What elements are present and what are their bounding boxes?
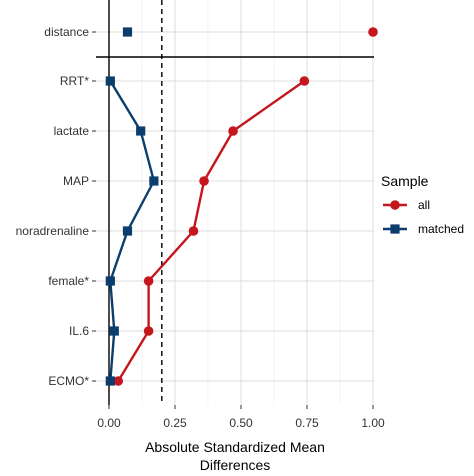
- point-all-MAP: [199, 176, 209, 186]
- legend-label-all: all: [418, 198, 430, 212]
- x-tick-label: 0.25: [163, 416, 187, 430]
- point-matched-lactate: [136, 126, 146, 136]
- x-axis: 0.00 0.25 0.50 0.75 1.00: [97, 405, 385, 430]
- point-all-lactate: [228, 126, 238, 136]
- legend-label-matched: matched: [418, 222, 464, 236]
- legend-item-all: all: [383, 198, 430, 212]
- point-matched-noradrenaline: [122, 226, 133, 236]
- y-axis: distance RRT* lactate MAP noradrenaline femal…: [16, 25, 96, 388]
- point-all-distance: [368, 27, 378, 37]
- legend-item-matched: matched: [383, 222, 464, 236]
- x-axis-title-line-1: Absolute Standardized Mean: [145, 439, 325, 455]
- panel-background: [96, 0, 374, 405]
- y-tick-label: ECMO*: [48, 374, 89, 388]
- y-tick-label: RRT*: [60, 74, 89, 88]
- point-matched-MAP: [149, 176, 159, 186]
- x-tick-label: 0.75: [295, 416, 319, 430]
- point-all-IL.6: [143, 326, 154, 336]
- x-axis-title-line-2: Differences: [200, 457, 271, 473]
- legend-marker-matched: [390, 224, 400, 234]
- point-all-female*: [143, 276, 154, 286]
- point-matched-distance: [122, 27, 133, 37]
- y-tick-label: female*: [48, 274, 89, 288]
- reference-lines: [96, 0, 374, 405]
- point-all-noradrenaline: [188, 226, 199, 236]
- y-tick-label: IL.6: [69, 324, 89, 338]
- series-all: [113, 27, 378, 386]
- x-tick-label: 1.00: [361, 416, 385, 430]
- point-matched-RRT*: [105, 76, 115, 86]
- point-matched-IL.6: [109, 326, 119, 336]
- legend: Sample all matched: [381, 173, 464, 236]
- series-layer: [105, 27, 378, 386]
- y-tick-label: distance: [44, 25, 89, 39]
- x-tick-label: 0.00: [97, 416, 121, 430]
- point-matched-female*: [105, 276, 115, 286]
- series-matched: [105, 27, 159, 386]
- legend-title: Sample: [381, 173, 429, 189]
- point-matched-ECMO*: [105, 376, 115, 386]
- point-all-RRT*: [299, 76, 310, 86]
- x-tick-label: 0.50: [229, 416, 253, 430]
- y-tick-label: lactate: [54, 124, 90, 138]
- point-all-ECMO*: [113, 376, 124, 386]
- legend-marker-all: [390, 200, 400, 210]
- y-tick-label: noradrenaline: [16, 224, 90, 238]
- y-tick-label: MAP: [63, 174, 89, 188]
